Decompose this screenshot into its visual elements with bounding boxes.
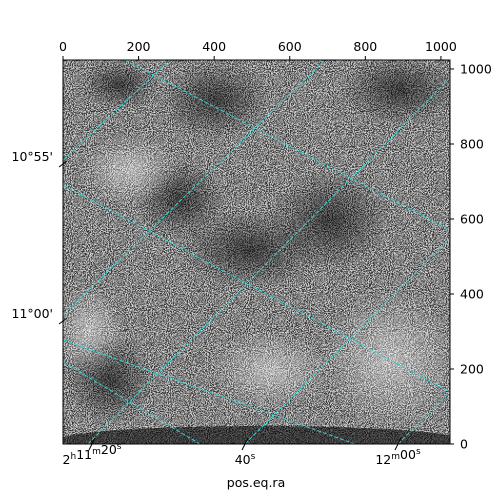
ra-tick-label-2: 12m00s	[375, 447, 421, 467]
ra-axis: 2h11m20s 40s 12m00s	[63, 437, 421, 467]
ra-tick-2	[394, 437, 402, 451]
pixel-x-tick-label-1: 200	[127, 39, 151, 54]
dec-axis: 10°55' 11°00'	[12, 149, 68, 325]
pixel-x-tick-label-4: 800	[353, 39, 377, 54]
ra-tick-label-1: 40s	[235, 452, 256, 467]
dec-tick-1	[58, 317, 68, 325]
coordinate-grid	[63, 60, 450, 444]
x-axis-label: pos.eq.ra	[227, 475, 285, 490]
ra-tick-1	[241, 437, 249, 451]
pixel-y-tick-label-4: 800	[460, 137, 484, 152]
pixel-x-tick-label-3: 600	[278, 39, 302, 54]
ra-tick-0	[88, 437, 96, 451]
dec-tick-0	[58, 160, 68, 168]
pixel-y-tick-label-5: 1000	[460, 62, 492, 77]
pixel-y-axis: 0 200 400 600 800 1000	[450, 62, 492, 452]
pixel-x-tick-label-5: 1000	[425, 39, 457, 54]
pixel-x-tick-label-0: 0	[59, 39, 67, 54]
image-area	[63, 60, 450, 444]
pixel-y-tick-label-0: 0	[460, 437, 468, 452]
pixel-x-tick-label-2: 400	[202, 39, 226, 54]
dec-tick-label-0: 10°55'	[12, 149, 54, 164]
pixel-y-tick-label-3: 600	[460, 212, 484, 227]
ra-tick-label-0: 2h11m20s	[63, 442, 122, 467]
pixel-y-tick-label-2: 400	[460, 287, 484, 302]
plot-frame	[62, 59, 451, 445]
pixel-x-axis: 0 200 400 600 800 1000	[59, 39, 457, 60]
pixel-y-tick-label-1: 200	[460, 362, 484, 377]
dec-tick-label-1: 11°00'	[12, 306, 54, 321]
